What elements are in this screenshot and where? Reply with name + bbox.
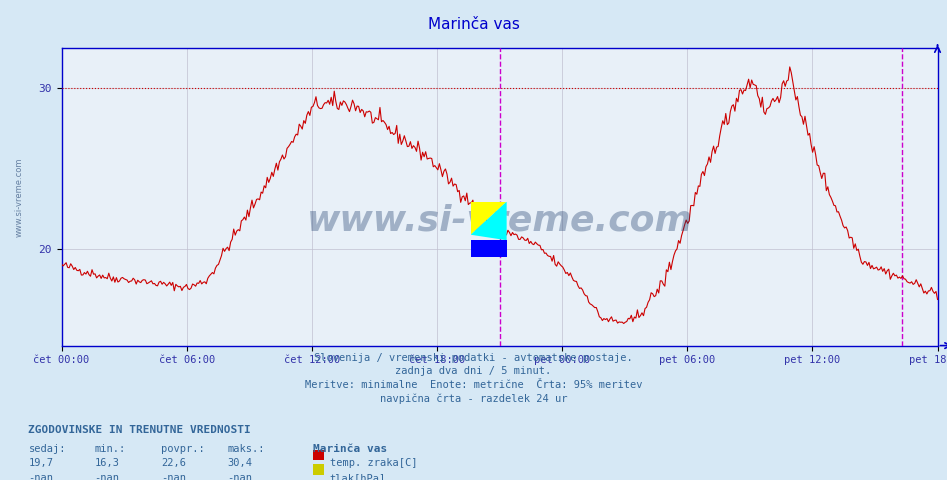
Polygon shape	[471, 202, 507, 240]
Text: navpična črta - razdelek 24 ur: navpična črta - razdelek 24 ur	[380, 393, 567, 404]
Text: -nan: -nan	[95, 473, 119, 480]
Text: -nan: -nan	[28, 473, 53, 480]
Text: min.:: min.:	[95, 444, 126, 454]
Text: Slovenija / vremenski podatki - avtomatske postaje.: Slovenija / vremenski podatki - avtomats…	[314, 353, 633, 363]
Text: -nan: -nan	[161, 473, 186, 480]
Text: 22,6: 22,6	[161, 458, 186, 468]
Text: povpr.:: povpr.:	[161, 444, 205, 454]
Polygon shape	[471, 240, 507, 257]
Text: zadnja dva dni / 5 minut.: zadnja dva dni / 5 minut.	[396, 366, 551, 376]
Text: Meritve: minimalne  Enote: metrične  Črta: 95% meritev: Meritve: minimalne Enote: metrične Črta:…	[305, 380, 642, 390]
Text: Marinča vas: Marinča vas	[427, 17, 520, 32]
Text: -nan: -nan	[227, 473, 252, 480]
Text: 16,3: 16,3	[95, 458, 119, 468]
Text: ZGODOVINSKE IN TRENUTNE VREDNOSTI: ZGODOVINSKE IN TRENUTNE VREDNOSTI	[28, 425, 251, 435]
Text: 19,7: 19,7	[28, 458, 53, 468]
Polygon shape	[471, 202, 507, 235]
Text: temp. zraka[C]: temp. zraka[C]	[330, 458, 417, 468]
Text: 30,4: 30,4	[227, 458, 252, 468]
Text: sedaj:: sedaj:	[28, 444, 66, 454]
Text: tlak[hPa]: tlak[hPa]	[330, 473, 385, 480]
Text: Marinča vas: Marinča vas	[313, 444, 386, 454]
Text: www.si-vreme.com: www.si-vreme.com	[307, 204, 692, 238]
Text: www.si-vreme.com: www.si-vreme.com	[15, 157, 24, 237]
Text: maks.:: maks.:	[227, 444, 265, 454]
